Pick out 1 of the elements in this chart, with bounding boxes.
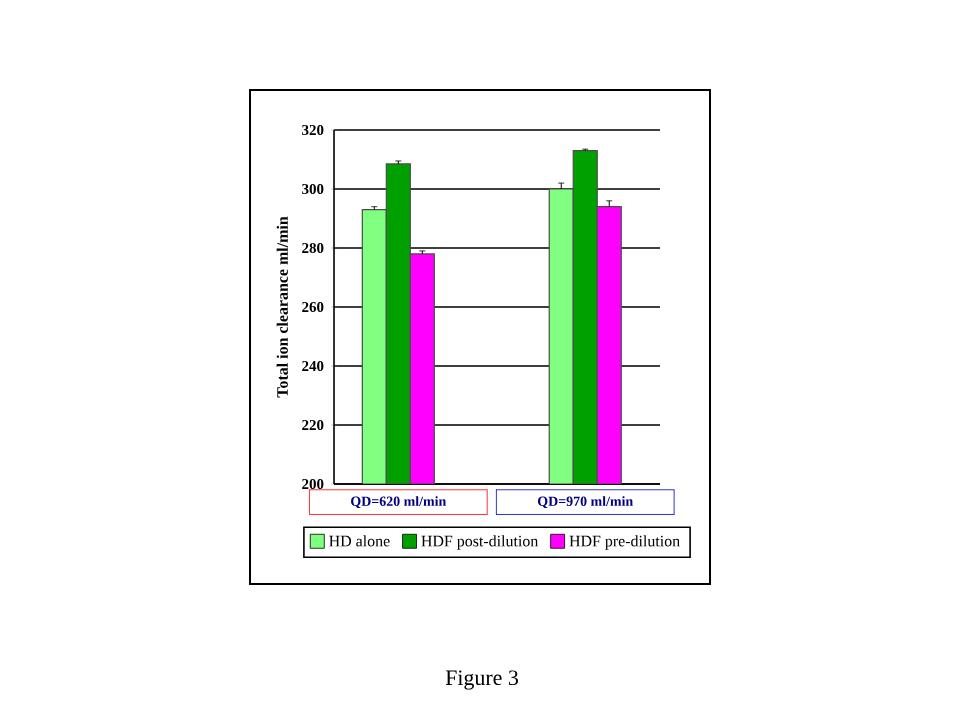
caption: Figure 3	[445, 670, 518, 690]
